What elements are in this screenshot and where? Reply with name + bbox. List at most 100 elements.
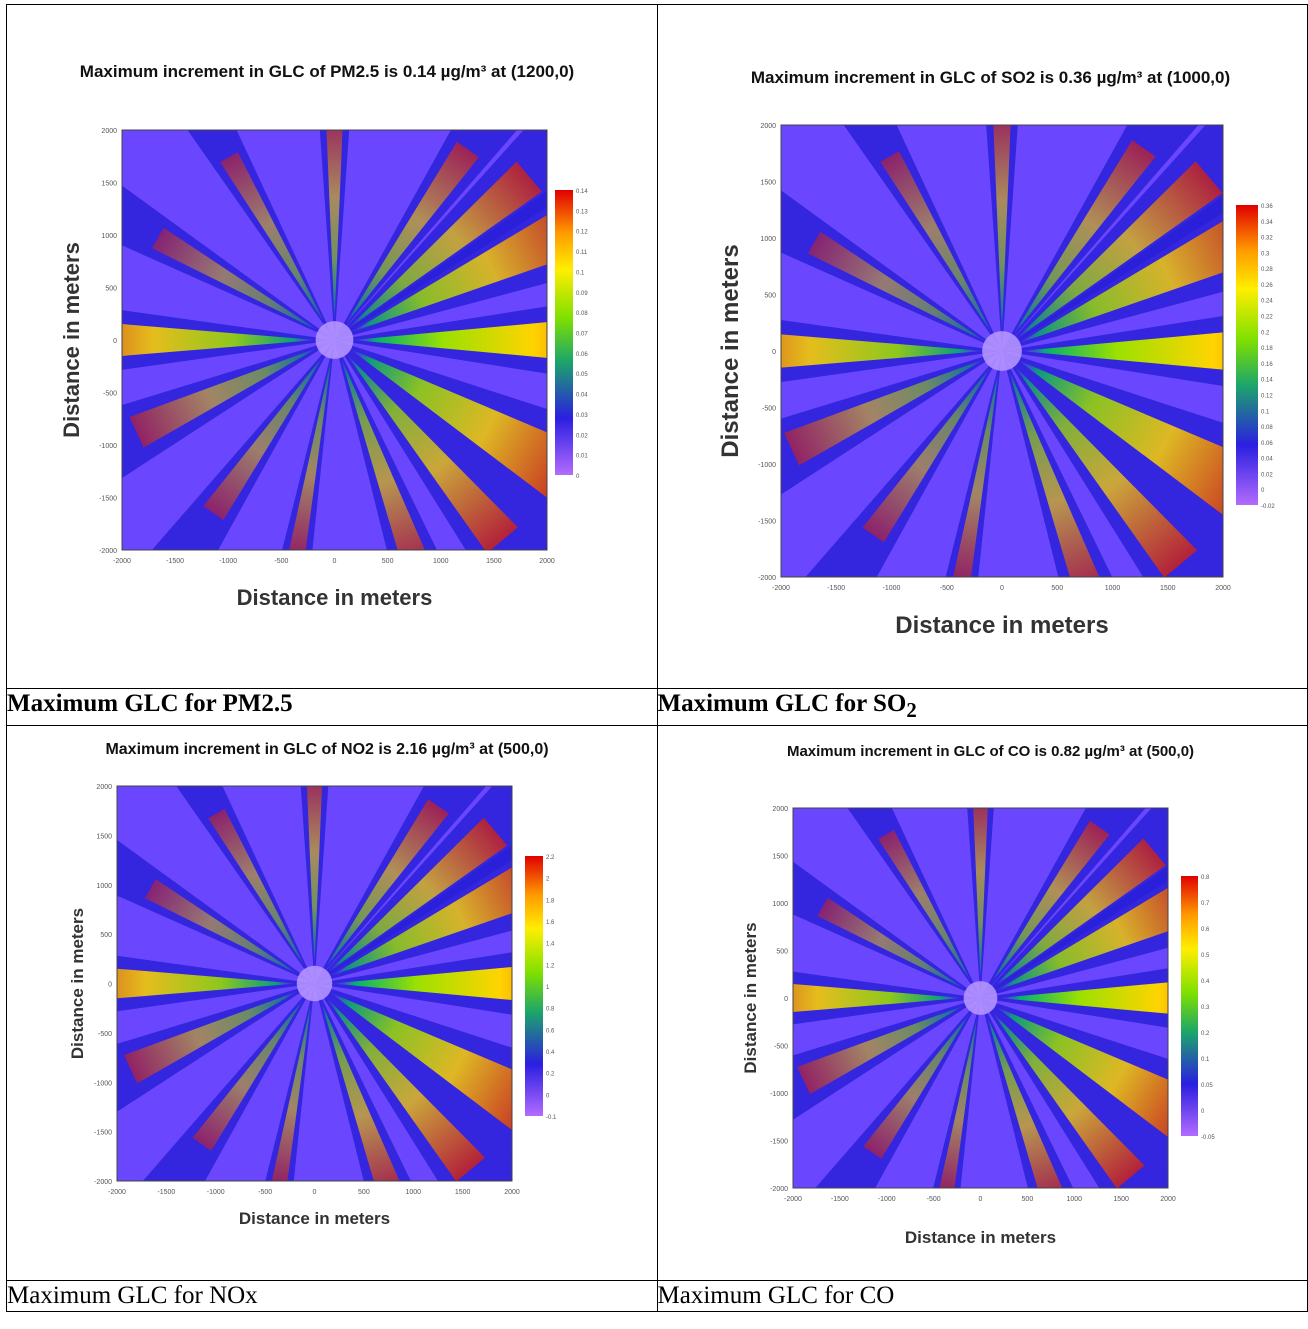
plume-band [780,190,1002,351]
y-tick-label: -1500 [770,1139,788,1146]
caption-co: Maximum GLC for CO [656,1280,1308,1312]
plume-band [314,786,512,984]
colorbar [525,856,543,1116]
caption-pm25: Maximum GLC for PM2.5 [6,688,658,726]
chart-title: Maximum increment in GLC of CO is 0.82 µ… [786,743,1193,760]
x-tick-label: 1000 [405,1189,421,1196]
source-center [963,981,997,1015]
plume [320,1000,403,1181]
x-axis-label: Distance in meters [237,585,433,610]
x-tick-label: 0 [333,558,337,565]
x-tick-label: -1500 [166,558,184,565]
x-tick-label: 1500 [1113,1196,1129,1203]
colorbar-tick-label: 0.6 [1201,927,1210,933]
colorbar-tick-label: 0.11 [576,250,588,256]
y-tick-label: -2000 [99,548,117,555]
colorbar-tick-label: 0.06 [576,352,588,358]
y-axis-label: Distance in meters [717,244,744,457]
plume [344,141,479,326]
x-axis-label: Distance in meters [904,1228,1055,1247]
colorbar-tick-label: 0.07 [576,332,588,338]
plume [192,998,305,1151]
heatmap-svg: Maximum increment in GLC of PM2.5 is 0.1… [59,62,588,610]
colorbar-tick-label: 1.4 [546,942,555,948]
plume [862,365,992,543]
colorbar-tick-label: 0.12 [1261,393,1273,399]
plume [332,966,512,1001]
plume [1011,140,1156,337]
y-tick-label: -2000 [770,1186,788,1193]
y-tick-label: 1500 [96,833,112,840]
plume [986,1014,1065,1188]
x-tick-label: -2000 [108,1189,126,1196]
colorbar-tick-label: 0.32 [1261,236,1273,242]
plume [938,1015,977,1188]
panel-1-cell: Maximum increment in GLC of SO2 is 0.36 … [656,4,1308,689]
caption-nox: Maximum GLC for NOx [6,1280,658,1312]
plume [129,347,319,448]
panel-0-cell: Maximum increment in GLC of PM2.5 is 0.1… [6,4,658,689]
colorbar-tick-label: 0.16 [1261,362,1273,368]
plume [1017,360,1223,532]
plume [117,968,297,999]
panel-2-cell: Maximum increment in GLC of NO2 is 2.16 … [6,725,658,1281]
colorbar-tick-label: 0.2 [546,1072,555,1078]
colorbar-tick-label: 0.4 [1201,979,1210,985]
x-tick-label: 2000 [539,558,555,565]
heatmap-svg: Maximum increment in GLC of NO2 is 2.16 … [68,741,557,1228]
chart-no2: Maximum increment in GLC of NO2 is 2.16 … [7,726,647,1280]
colorbar-tick-label: 1 [546,985,550,991]
colorbar-tick-label: 0.34 [1261,220,1273,226]
y-tick-label: 0 [113,338,117,345]
x-tick-label: 0 [978,1196,982,1203]
y-tick-label: -1000 [94,1080,112,1087]
colorbar-tick-label: 0.12 [576,230,588,236]
colorbar-tick-label: 0.14 [576,189,588,195]
colorbar-tick-label: 0 [576,474,580,480]
chart-title: Maximum increment in GLC of SO2 is 0.36 … [750,68,1229,87]
plume-band [1001,125,1223,351]
x-tick-label: 1000 [433,558,449,565]
y-tick-label: -500 [98,1031,112,1038]
plume-band [334,340,547,532]
plume-band [334,340,547,550]
y-tick-label: 500 [776,949,788,956]
y-tick-label: 1500 [772,854,788,861]
x-tick-label: 2000 [1160,1196,1176,1203]
colorbar-tick-label: 0.1 [1201,1057,1210,1063]
colorbar-tick-label: -0.02 [1261,504,1275,510]
colorbar-tick-label: 0.3 [1201,1005,1210,1011]
y-tick-label: 2000 [96,784,112,791]
y-tick-label: 1000 [96,883,112,890]
y-tick-label: -500 [773,1044,787,1051]
y-tick-label: 1500 [101,181,117,188]
plume-band [151,340,335,550]
colorbar-tick-label: 0.24 [1261,299,1273,305]
x-tick-label: 1500 [455,1189,471,1196]
y-tick-label: -2000 [94,1179,112,1186]
plume [220,152,326,325]
caption-pm25-text: Maximum GLC for PM2.5 [7,690,293,717]
plume-band [117,983,315,1112]
colorbar [1180,876,1198,1136]
y-tick-label: -1500 [94,1130,112,1137]
colorbar-tick-label: 2 [546,877,550,883]
plume-band [187,130,335,340]
plume-band [334,340,437,550]
plume [862,1012,970,1159]
plume [306,786,323,966]
colorbar-tick-label: -0.05 [1201,1135,1215,1141]
plume [796,1005,964,1095]
colorbar-tick-label: 0 [546,1093,550,1099]
colorbar-tick-label: 1.6 [546,920,555,926]
chart-co: Maximum increment in GLC of CO is 0.82 µ… [658,726,1308,1280]
y-tick-label: 1000 [760,236,776,243]
plume [208,808,306,968]
plume [992,125,1011,333]
y-tick-label: -1500 [99,496,117,503]
x-tick-label: 500 [1021,1196,1033,1203]
colorbar-tick-label: 0.4 [546,1050,555,1056]
caption-so2-text: Maximum GLC for SO [657,690,907,717]
y-tick-label: -1500 [758,519,776,526]
colorbar-tick-label: 0.2 [1261,330,1270,336]
